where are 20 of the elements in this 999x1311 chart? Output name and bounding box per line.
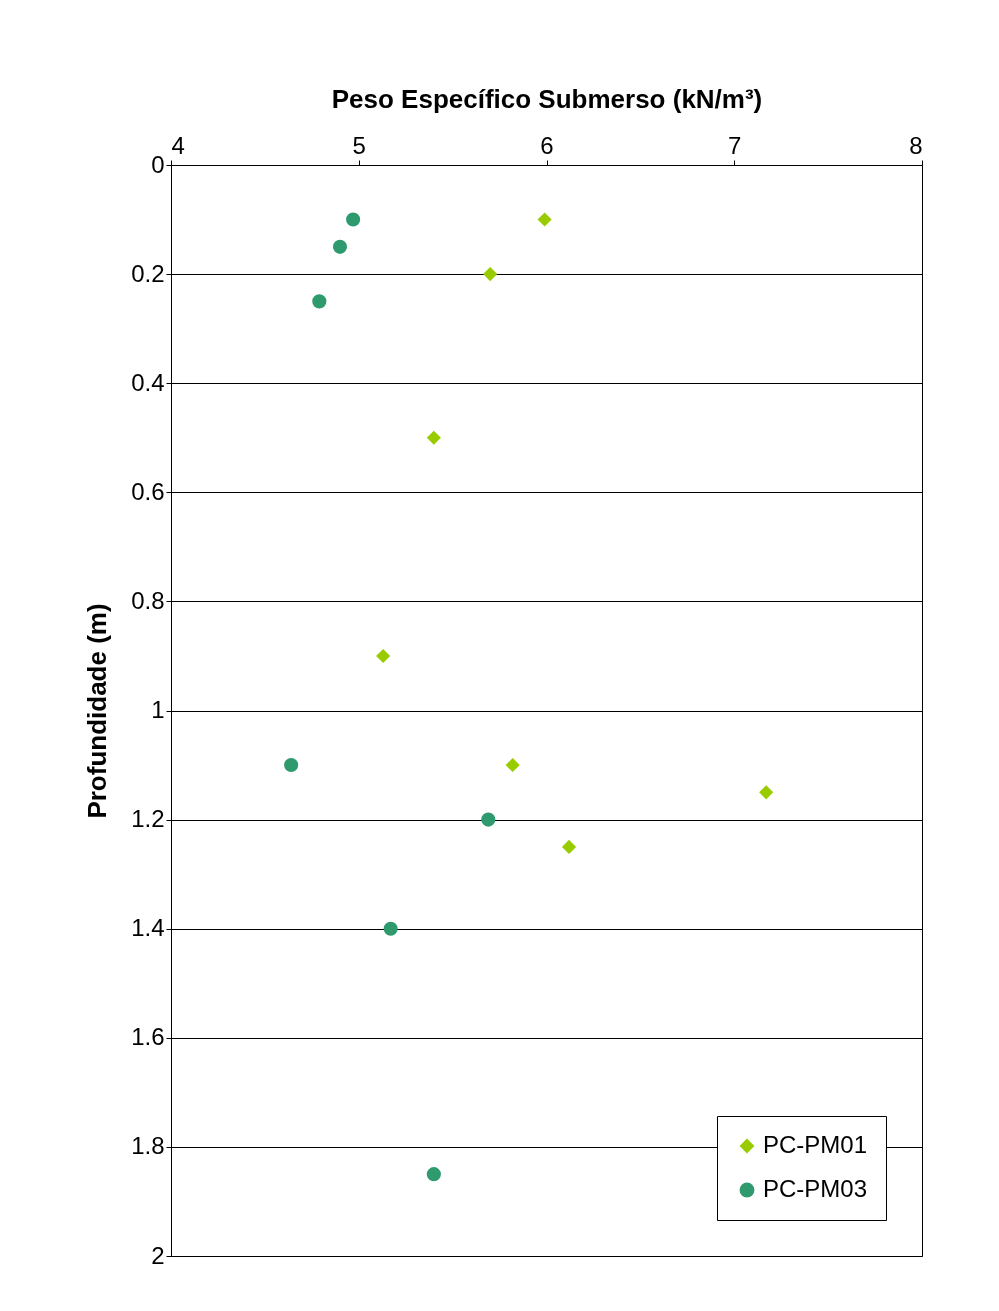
y-tick-label: 0.4	[131, 368, 165, 396]
y-tick-label: 1.4	[131, 914, 165, 942]
x-tick-label: 7	[728, 131, 742, 159]
x-axis-title: Peso Específico Submerso (kN/m³)	[331, 83, 763, 114]
y-tick-label: 1	[151, 696, 165, 723]
y-axis-title: Profundidade (m)	[82, 603, 113, 819]
y-tick-label: 0.6	[131, 477, 165, 505]
y-tick-label: 0.2	[131, 259, 165, 287]
y-tick-label: 1.2	[131, 805, 165, 833]
x-tick-label: 6	[540, 131, 554, 159]
y-tick-label: 2	[151, 1241, 165, 1269]
y-tick-label: 0	[151, 150, 165, 178]
x-tick-label: 4	[171, 131, 185, 159]
y-tick-label: 1.6	[131, 1023, 165, 1051]
x-tick-label: 8	[909, 131, 923, 159]
y-tick-label: 0.8	[131, 586, 165, 614]
legend-label: PC-PM03	[763, 1175, 868, 1202]
y-tick-label: 1.8	[131, 1132, 165, 1160]
x-tick-label: 5	[352, 131, 366, 159]
legend-label: PC-PM01	[763, 1131, 868, 1158]
